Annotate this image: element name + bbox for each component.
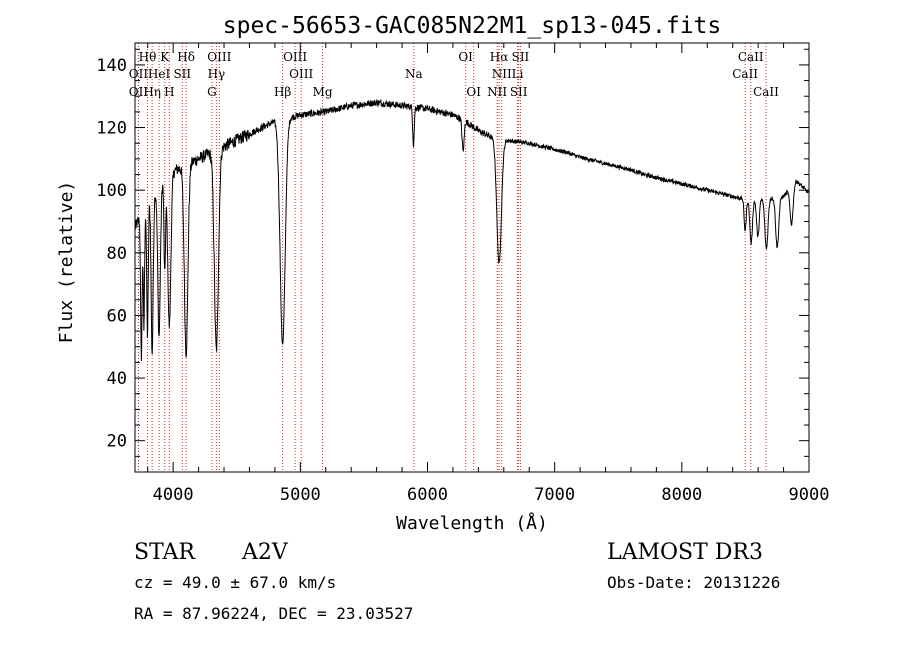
x-tick-label: 5000 xyxy=(280,485,321,505)
line-marker-label: Hη xyxy=(143,85,161,99)
line-marker-label: NII xyxy=(492,67,512,81)
line-marker-label: CaII xyxy=(738,50,764,64)
y-tick-label: 120 xyxy=(96,119,127,139)
line-marker-label: SII xyxy=(512,50,530,64)
line-marker-label: HeI xyxy=(148,67,171,81)
coordinates: RA = 87.96224, DEC = 23.03527 xyxy=(134,604,414,623)
line-marker-label: H xyxy=(164,85,174,99)
spectrum-line xyxy=(134,98,810,362)
line-marker-label: OI xyxy=(466,85,481,99)
object-subclass: A2V xyxy=(242,540,288,565)
line-marker-label: OIII xyxy=(283,50,307,64)
line-marker-label: Na xyxy=(405,67,423,81)
line-marker-label: Li xyxy=(512,67,524,81)
y-tick-label: 40 xyxy=(107,369,127,389)
line-marker-label: OIII xyxy=(289,67,313,81)
y-tick-label: 20 xyxy=(107,432,127,452)
line-marker-label: CaII xyxy=(753,85,779,99)
line-marker-label: Hβ xyxy=(274,85,291,99)
y-tick-label: 60 xyxy=(107,306,127,326)
line-marker-label: SII xyxy=(173,67,191,81)
chart-title: spec-56653-GAC085N22M1_sp13-045.fits xyxy=(223,13,722,39)
y-tick-label: 140 xyxy=(96,56,127,76)
line-marker-label: Hγ xyxy=(208,67,226,81)
object-class: STAR xyxy=(134,540,195,565)
x-tick-label: 8000 xyxy=(661,485,702,505)
y-tick-label: 80 xyxy=(107,244,127,264)
y-axis-label: Flux (relative) xyxy=(56,181,77,344)
line-marker-label: NII xyxy=(487,85,507,99)
line-marker-label: OII xyxy=(129,85,149,99)
x-tick-label: 7000 xyxy=(534,485,575,505)
line-marker-label: Hα xyxy=(490,50,509,64)
line-marker-label: CaII xyxy=(732,67,758,81)
x-tick-label: 9000 xyxy=(789,485,830,505)
survey-name: LAMOST DR3 xyxy=(607,540,763,565)
line-marker-label: OIII xyxy=(207,50,231,64)
x-tick-label: 6000 xyxy=(407,485,448,505)
line-marker-label: SII xyxy=(510,85,528,99)
x-axis-label: Wavelength (Å) xyxy=(396,512,548,534)
line-marker-label: G xyxy=(207,85,217,99)
y-axis: 20 40 60 80 100 120 140 xyxy=(96,48,809,457)
line-marker-label: Hθ xyxy=(139,50,157,64)
y-tick-label: 100 xyxy=(96,181,127,201)
x-axis: 4000 5000 6000 7000 8000 9000 xyxy=(147,43,830,505)
x-tick-label: 4000 xyxy=(153,485,194,505)
line-marker-label: OI xyxy=(458,50,473,64)
plot-frame xyxy=(134,42,810,473)
line-marker-label: Mg xyxy=(313,85,333,99)
line-marker-label: Hδ xyxy=(177,50,195,64)
obs-date: Obs-Date: 20131226 xyxy=(607,573,781,592)
line-marker-label: K xyxy=(160,50,170,64)
redshift-cz: cz = 49.0 ± 67.0 km/s xyxy=(134,573,337,592)
